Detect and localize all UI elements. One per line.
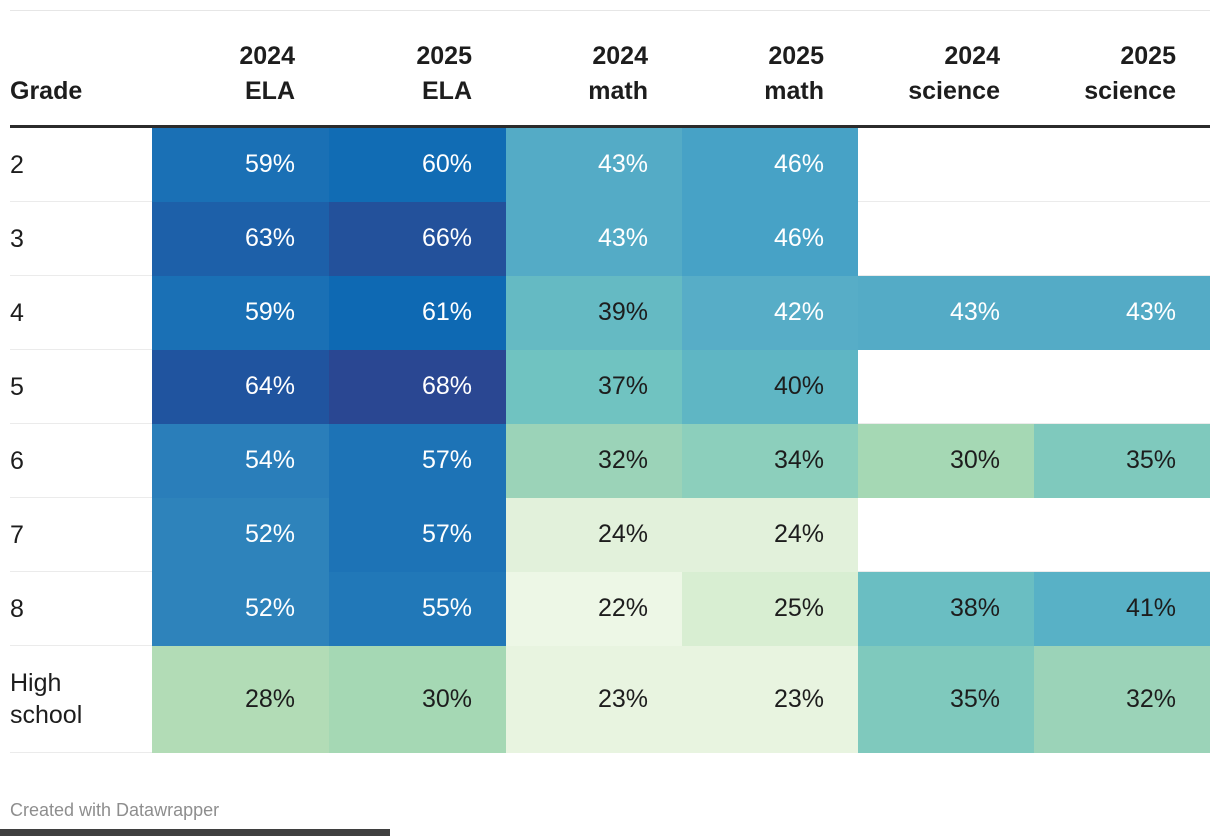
score-cell: 57% [329, 497, 506, 572]
col-header-math-2024: 2024 math [506, 10, 682, 128]
empty-cell [858, 349, 1034, 424]
score-cell: 32% [506, 423, 682, 498]
score-cell: 34% [682, 423, 858, 498]
score-cell: 42% [682, 275, 858, 350]
score-cell: 43% [506, 201, 682, 276]
score-cell: 37% [506, 349, 682, 424]
score-cell: 46% [682, 201, 858, 276]
empty-cell [858, 201, 1034, 276]
score-cell: 60% [329, 126, 506, 202]
row-label: 6 [10, 423, 152, 498]
score-cell: 52% [152, 497, 329, 572]
col-header-ela-2024: 2024 ELA [152, 10, 329, 128]
empty-cell [858, 126, 1034, 202]
score-cell: 66% [329, 201, 506, 276]
score-cell: 30% [329, 645, 506, 753]
table-row: 6 54% 57% 32% 34% 30% 35% [10, 423, 1210, 498]
row-label: 8 [10, 571, 152, 646]
score-cell: 57% [329, 423, 506, 498]
table-row: 8 52% 55% 22% 25% 38% 41% [10, 571, 1210, 646]
col-header-science-2024: 2024 science [858, 10, 1034, 128]
empty-cell [1034, 126, 1210, 202]
col-header-grade: Grade [10, 10, 152, 128]
score-cell: 23% [682, 645, 858, 753]
table-row: High school 28% 30% 23% 23% 35% 32% [10, 645, 1210, 753]
score-cell: 59% [152, 275, 329, 350]
empty-cell [858, 497, 1034, 572]
empty-cell [1034, 497, 1210, 572]
table-row: 2 59% 60% 43% 46% [10, 126, 1210, 202]
table-row: 3 63% 66% 43% 46% [10, 201, 1210, 276]
table-row: 7 52% 57% 24% 24% [10, 497, 1210, 572]
score-cell: 46% [682, 126, 858, 202]
score-cell: 55% [329, 571, 506, 646]
row-label: High school [10, 645, 152, 753]
col-header-science-2025: 2025 science [1034, 10, 1210, 128]
table-row: 5 64% 68% 37% 40% [10, 349, 1210, 424]
col-header-math-2025: 2025 math [682, 10, 858, 128]
row-label: 2 [10, 126, 152, 202]
score-cell: 63% [152, 201, 329, 276]
row-label: 5 [10, 349, 152, 424]
scores-heatmap-table: Grade 2024 ELA 2025 ELA 2024 math 2025 math 2024 s… [10, 10, 1210, 753]
row-label: 4 [10, 275, 152, 350]
score-cell: 24% [506, 497, 682, 572]
score-cell: 43% [858, 275, 1034, 350]
horizontal-scrollbar-thumb[interactable] [0, 829, 390, 836]
score-cell: 25% [682, 571, 858, 646]
score-cell: 30% [858, 423, 1034, 498]
row-label: 7 [10, 497, 152, 572]
score-cell: 35% [858, 645, 1034, 753]
footer-credit: Created with Datawrapper [10, 800, 219, 821]
score-cell: 59% [152, 126, 329, 202]
score-cell: 54% [152, 423, 329, 498]
score-cell: 35% [1034, 423, 1210, 498]
score-cell: 23% [506, 645, 682, 753]
empty-cell [1034, 201, 1210, 276]
score-cell: 52% [152, 571, 329, 646]
score-cell: 43% [506, 126, 682, 202]
datawrapper-credit-link[interactable]: Created with Datawrapper [10, 800, 220, 820]
score-cell: 61% [329, 275, 506, 350]
score-cell: 39% [506, 275, 682, 350]
table-row: 4 59% 61% 39% 42% 43% 43% [10, 275, 1210, 350]
score-cell: 64% [152, 349, 329, 424]
score-cell: 41% [1034, 571, 1210, 646]
score-cell: 43% [1034, 275, 1210, 350]
header-row: Grade 2024 ELA 2025 ELA 2024 math 2025 math 2024 s… [10, 10, 1210, 128]
score-cell: 38% [858, 571, 1034, 646]
score-cell: 22% [506, 571, 682, 646]
col-header-ela-2025: 2025 ELA [329, 10, 506, 128]
score-cell: 68% [329, 349, 506, 424]
score-cell: 40% [682, 349, 858, 424]
score-cell: 32% [1034, 645, 1210, 753]
score-cell: 28% [152, 645, 329, 753]
score-cell: 24% [682, 497, 858, 572]
empty-cell [1034, 349, 1210, 424]
table-container: Grade 2024 ELA 2025 ELA 2024 math 2025 math 2024 s… [10, 10, 1210, 753]
row-label: 3 [10, 201, 152, 276]
